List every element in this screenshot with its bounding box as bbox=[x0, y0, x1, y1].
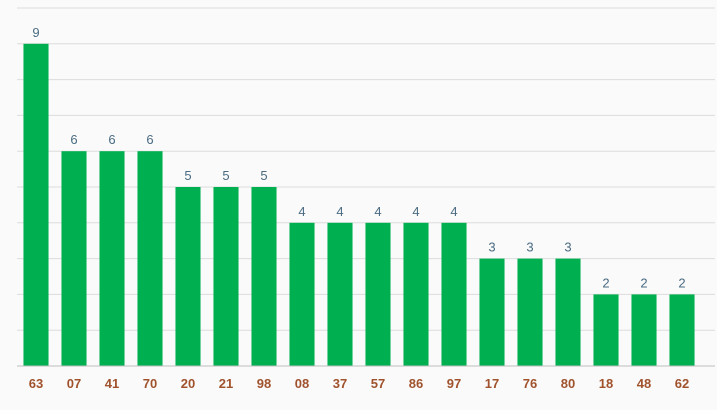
x-tick-label-70: 70 bbox=[143, 376, 157, 391]
x-tick-label-08: 08 bbox=[295, 376, 309, 391]
value-label-41: 6 bbox=[108, 132, 115, 147]
bar-80 bbox=[555, 258, 581, 366]
value-label-76: 3 bbox=[526, 240, 533, 255]
value-label-57: 4 bbox=[374, 204, 381, 219]
value-label-07: 6 bbox=[70, 132, 77, 147]
x-tick-label-76: 76 bbox=[523, 376, 537, 391]
value-label-63: 9 bbox=[32, 25, 39, 40]
value-label-17: 3 bbox=[488, 240, 495, 255]
x-tick-label-48: 48 bbox=[637, 376, 651, 391]
value-label-20: 5 bbox=[184, 168, 191, 183]
x-tick-label-37: 37 bbox=[333, 376, 347, 391]
value-label-80: 3 bbox=[564, 240, 571, 255]
x-tick-label-18: 18 bbox=[599, 376, 613, 391]
x-tick-label-17: 17 bbox=[485, 376, 499, 391]
bar-21 bbox=[213, 187, 239, 366]
bar-41 bbox=[99, 151, 125, 366]
bar-08 bbox=[289, 222, 315, 366]
bar-86 bbox=[403, 222, 429, 366]
value-label-21: 5 bbox=[222, 168, 229, 183]
x-tick-label-21: 21 bbox=[219, 376, 233, 391]
bar-62 bbox=[669, 294, 695, 366]
value-label-70: 6 bbox=[146, 132, 153, 147]
bar-97 bbox=[441, 222, 467, 366]
x-tick-label-57: 57 bbox=[371, 376, 385, 391]
x-tick-label-07: 07 bbox=[67, 376, 81, 391]
bar-17 bbox=[479, 258, 505, 366]
value-labels: 9 6 6 6 5 5 5 4 4 4 4 4 3 3 3 2 2 2 bbox=[32, 25, 685, 291]
x-tick-label-97: 97 bbox=[447, 376, 461, 391]
value-label-37: 4 bbox=[336, 204, 343, 219]
bar-76 bbox=[517, 258, 543, 366]
bar-07 bbox=[61, 151, 87, 366]
value-label-18: 2 bbox=[602, 275, 609, 290]
bars bbox=[23, 43, 695, 367]
x-tick-label-86: 86 bbox=[409, 376, 423, 391]
bar-37 bbox=[327, 222, 353, 366]
x-tick-label-98: 98 bbox=[257, 376, 271, 391]
bar-48 bbox=[631, 294, 657, 366]
value-label-62: 2 bbox=[678, 275, 685, 290]
x-axis-tick-labels: 63 07 41 70 20 21 98 08 37 57 86 97 17 76 80 18 48 62 bbox=[29, 376, 689, 391]
bar-98 bbox=[251, 187, 277, 366]
value-label-08: 4 bbox=[298, 204, 305, 219]
x-tick-label-63: 63 bbox=[29, 376, 43, 391]
bar-70 bbox=[137, 151, 163, 366]
x-tick-label-20: 20 bbox=[181, 376, 195, 391]
bar-63 bbox=[23, 43, 49, 367]
bar-18 bbox=[593, 294, 619, 366]
value-label-97: 4 bbox=[450, 204, 457, 219]
value-label-98: 5 bbox=[260, 168, 267, 183]
x-tick-label-80: 80 bbox=[561, 376, 575, 391]
x-tick-label-41: 41 bbox=[105, 376, 119, 391]
bar-20 bbox=[175, 187, 201, 366]
value-label-86: 4 bbox=[412, 204, 419, 219]
value-label-48: 2 bbox=[640, 275, 647, 290]
x-tick-label-62: 62 bbox=[675, 376, 689, 391]
bar-57 bbox=[365, 222, 391, 366]
